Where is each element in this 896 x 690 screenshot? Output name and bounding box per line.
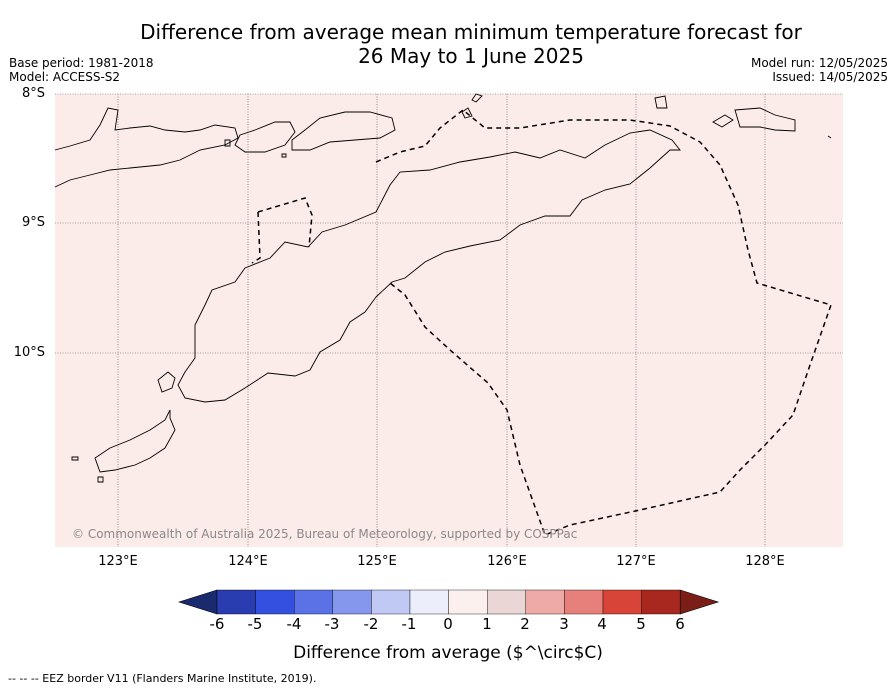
wetar-island-coast bbox=[291, 111, 396, 151]
eez-borders bbox=[251, 109, 832, 536]
issued-date: Issued: 14/05/2025 bbox=[772, 70, 888, 84]
colorbar-segment bbox=[564, 589, 604, 615]
colorbar-tick: -2 bbox=[363, 615, 379, 633]
eez-footnote: -- -- -- EEZ border V11 (Flanders Marine… bbox=[8, 672, 317, 685]
lon-label-128e: 128°E bbox=[745, 554, 785, 569]
small-islet-coast bbox=[224, 139, 231, 147]
colorbar-segment bbox=[371, 589, 411, 615]
colorbar-segment bbox=[216, 589, 256, 615]
colorbar-segment bbox=[255, 589, 295, 615]
eez-border-north bbox=[375, 109, 832, 536]
colorbar-segment bbox=[487, 589, 527, 615]
lat-label-8s: 8°S bbox=[21, 86, 45, 101]
model-name: Model: ACCESS-S2 bbox=[9, 70, 121, 84]
coastlines bbox=[54, 93, 832, 483]
small-islet-coast bbox=[461, 107, 473, 119]
lon-label-123e: 123°E bbox=[98, 554, 138, 569]
meta-right: Model run: 12/05/2025 Issued: 14/05/2025 bbox=[751, 56, 888, 84]
colorbar-tick: -5 bbox=[247, 615, 263, 633]
meta-left: Base period: 1981-2018 Model: ACCESS-S2 bbox=[9, 56, 154, 84]
colorbar-segments bbox=[178, 589, 720, 615]
colorbar-tick: 6 bbox=[675, 615, 685, 633]
colorbar-segment bbox=[525, 589, 565, 615]
colorbar-tick: -1 bbox=[401, 615, 417, 633]
colorbar-segment bbox=[332, 589, 372, 615]
small-islet-coast bbox=[654, 95, 668, 109]
copyright-notice: © Commonwealth of Australia 2025, Bureau… bbox=[72, 527, 578, 541]
lon-label-125e: 125°E bbox=[357, 554, 397, 569]
colorbar-tick: 2 bbox=[520, 615, 530, 633]
colorbar-tick: 1 bbox=[482, 615, 492, 633]
colorbar-tick: -4 bbox=[286, 615, 302, 633]
colorbar-segment bbox=[448, 589, 488, 615]
colorbar-arrow-low bbox=[178, 589, 218, 615]
sawu-island-coast bbox=[94, 409, 176, 473]
lon-label-126e: 126°E bbox=[487, 554, 527, 569]
map-background bbox=[55, 94, 843, 547]
flores-coast bbox=[54, 107, 239, 188]
colorbar-segment bbox=[294, 589, 334, 615]
colorbar-tick: 0 bbox=[443, 615, 453, 633]
colorbar-tick: 5 bbox=[636, 615, 646, 633]
roti-island-coast bbox=[157, 371, 176, 393]
small-islet-coast bbox=[471, 93, 483, 103]
small-islet-coast bbox=[734, 107, 796, 132]
timor-island-coast bbox=[177, 129, 681, 403]
chart-title: Difference from average mean minimum tem… bbox=[0, 20, 896, 68]
colorbar-segment bbox=[602, 589, 642, 615]
small-islet-coast bbox=[712, 114, 734, 128]
colorbar-arrow-high bbox=[679, 589, 720, 615]
title-line-2: 26 May to 1 June 2025 bbox=[358, 44, 584, 68]
colorbar-label: Difference from average ($^\circ$C) bbox=[293, 643, 603, 663]
eez-border-oecusse bbox=[251, 197, 313, 264]
small-islet-coast bbox=[97, 476, 104, 483]
base-period: Base period: 1981-2018 bbox=[9, 56, 154, 70]
alor-island-coast bbox=[234, 121, 296, 153]
small-islet-coast bbox=[281, 153, 287, 158]
colorbar-tick: 3 bbox=[559, 615, 569, 633]
lat-label-10s: 10°S bbox=[13, 345, 45, 360]
lon-label-124e: 124°E bbox=[228, 554, 268, 569]
small-islet-coast bbox=[827, 135, 832, 139]
lon-label-127e: 127°E bbox=[616, 554, 656, 569]
small-islet-coast bbox=[71, 456, 79, 461]
colorbar-tick: -3 bbox=[324, 615, 340, 633]
colorbar-tick: -6 bbox=[209, 615, 225, 633]
colorbar-segment bbox=[641, 589, 681, 615]
lat-label-9s: 9°S bbox=[21, 215, 45, 230]
title-line-1: Difference from average mean minimum tem… bbox=[140, 20, 802, 44]
model-run: Model run: 12/05/2025 bbox=[750, 56, 888, 70]
colorbar-segment bbox=[409, 589, 449, 615]
colorbar-tick: 4 bbox=[597, 615, 607, 633]
